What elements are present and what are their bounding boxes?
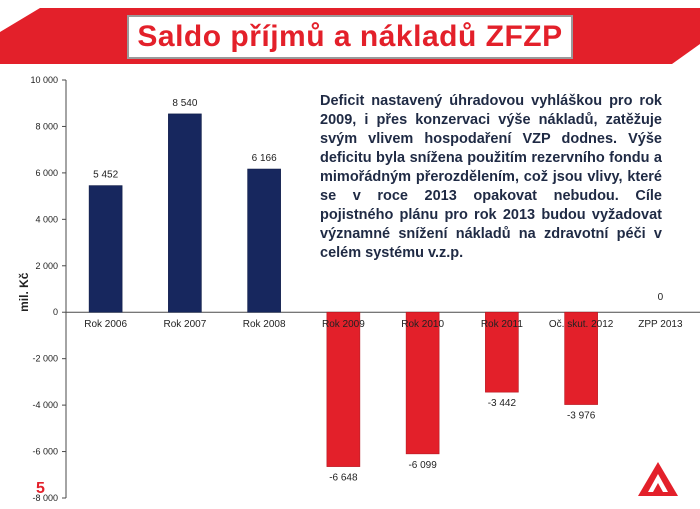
data-label: 8 540 [172, 98, 197, 109]
y-tick-label: 10 000 [30, 75, 58, 85]
data-label: -6 099 [408, 460, 437, 471]
category-label: Rok 2008 [243, 319, 286, 330]
axis-layer: 10 000 8 000 6 000 4 000 2 000 0 -2 000 -4 000 -… [17, 75, 700, 503]
data-label: 5 452 [93, 170, 118, 181]
bar [247, 168, 281, 313]
data-label: 0 [658, 292, 664, 303]
y-tick-label: 6 000 [35, 168, 58, 178]
bar-layer [88, 113, 598, 467]
vzp-logo-icon [638, 462, 678, 496]
page-number: 5 [36, 480, 45, 497]
slide-title: Saldo příjmů a nákladů ZFZP [137, 20, 563, 53]
y-tick-label: 0 [53, 307, 58, 317]
data-label: -3 976 [567, 411, 596, 422]
bar [485, 311, 519, 393]
bar [168, 113, 202, 313]
category-label: ZPP 2013 [638, 319, 683, 330]
y-tick-label: 4 000 [35, 214, 58, 224]
title-box: Saldo příjmů a nákladů ZFZP [127, 15, 573, 59]
category-label: Rok 2010 [401, 319, 444, 330]
y-tick-label: -6 000 [32, 447, 58, 457]
category-label: Oč. skut. 2012 [549, 319, 614, 330]
label-layer: 5 452 Rok 2006 8 540 Rok 2007 6 166 Rok 2008 -… [84, 98, 683, 484]
category-label: Rok 2006 [84, 319, 127, 330]
bar [405, 311, 440, 455]
y-tick-label: -4 000 [32, 400, 58, 410]
y-tick-label: -2 000 [32, 354, 58, 364]
y-tick-label: 2 000 [35, 261, 58, 271]
category-label: Rok 2007 [163, 319, 206, 330]
category-label: Rok 2009 [322, 319, 365, 330]
bar [564, 311, 598, 405]
bar-chart: 10 000 8 000 6 000 4 000 2 000 0 -2 000 -4 000 -… [17, 75, 700, 503]
data-label: -6 648 [329, 473, 358, 484]
commentary-text: Deficit nastavený úhradovou vyhláškou pr… [320, 92, 662, 263]
y-tick-label: 8 000 [35, 121, 58, 131]
y-axis-title: mil. Kč [17, 272, 31, 312]
y-tick-label: -8 000 [32, 493, 58, 503]
bar [326, 311, 361, 467]
data-label: 6 166 [252, 153, 277, 164]
category-label: Rok 2011 [481, 319, 524, 330]
bar [88, 185, 123, 313]
data-label: -3 442 [488, 398, 517, 409]
